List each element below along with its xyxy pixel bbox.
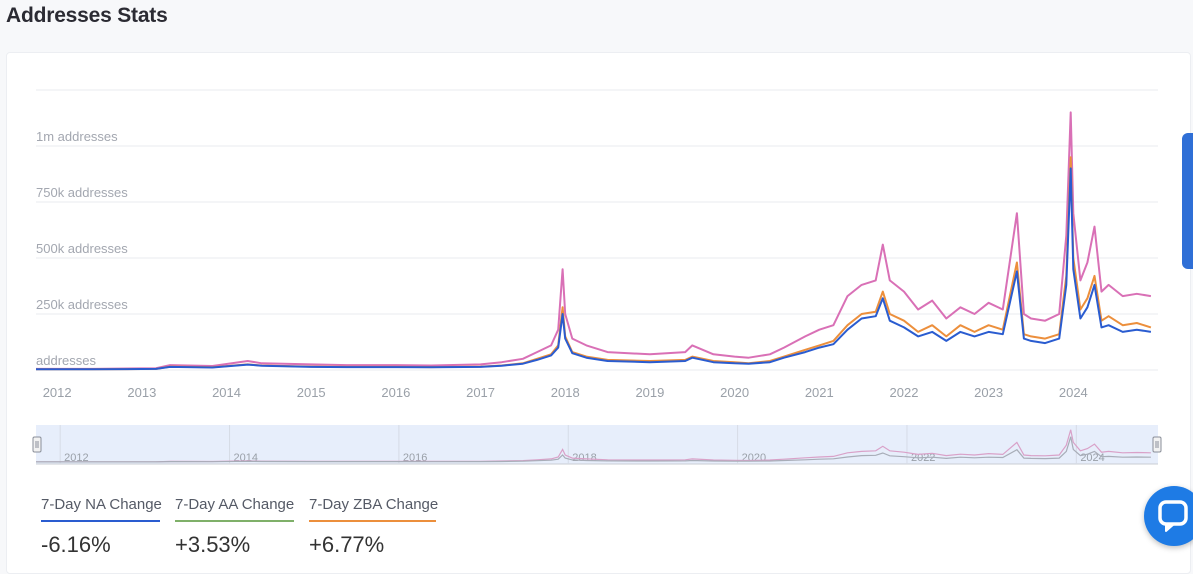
series-line-zba xyxy=(36,156,1152,371)
stat-zba-label: 7-Day ZBA Change xyxy=(309,496,439,513)
x-axis-labels: 2012 2013 2014 2015 2016 2017 2018 2019 2020 2021… xyxy=(43,385,1088,400)
chart-card xyxy=(6,52,1191,574)
y-axis-labels: addresses 250k addresses 500k addresses 750… xyxy=(36,129,128,368)
address-line-chart[interactable]: addresses 250k addresses 500k addresses 750… xyxy=(0,0,1193,561)
navigator-series-na xyxy=(36,436,1151,463)
navigator-tick-label: 2014 xyxy=(234,452,258,464)
y-tick-label: 1m addresses xyxy=(36,129,118,144)
y-tick-label: 500k addresses xyxy=(36,241,128,256)
stat-aa-label: 7-Day AA Change xyxy=(175,496,295,513)
x-tick-label: 2019 xyxy=(635,385,664,400)
x-tick-label: 2022 xyxy=(890,385,919,400)
x-tick-label: 2014 xyxy=(212,385,241,400)
chat-bubble-icon xyxy=(1158,500,1188,532)
stat-na-change: 7-Day NA Change -6.16% xyxy=(41,496,162,558)
stat-zba-bar xyxy=(309,520,436,522)
navigator-tick-label: 2024 xyxy=(1080,452,1104,464)
stat-zba-change: 7-Day ZBA Change +6.77% xyxy=(309,496,438,558)
x-tick-label: 2023 xyxy=(974,385,1003,400)
x-tick-label: 2017 xyxy=(466,385,495,400)
series-line-aa xyxy=(36,111,1152,370)
navigator-tick-label: 2012 xyxy=(64,452,88,464)
range-navigator[interactable]: 2012 2014 2016 2018 2020 2022 2024 xyxy=(32,425,1162,465)
x-tick-label: 2018 xyxy=(551,385,580,400)
chat-button[interactable] xyxy=(1144,486,1193,546)
series-lines xyxy=(36,111,1152,371)
x-tick-label: 2021 xyxy=(805,385,834,400)
page-title: Addresses Stats xyxy=(6,4,168,27)
stat-aa-change: 7-Day AA Change +3.53% xyxy=(175,496,294,558)
x-tick-label: 2020 xyxy=(720,385,749,400)
grid-lines xyxy=(36,89,1158,371)
y-tick-label: 750k addresses xyxy=(36,185,128,200)
side-feedback-tab[interactable] xyxy=(1182,133,1193,269)
navigator-tick-label: 2020 xyxy=(742,452,766,464)
navigator-left-handle[interactable] xyxy=(32,436,42,453)
series-line-na xyxy=(36,167,1152,371)
x-tick-label: 2015 xyxy=(297,385,326,400)
x-tick-label: 2016 xyxy=(381,385,410,400)
navigator-right-handle[interactable] xyxy=(1152,436,1162,453)
y-tick-label: addresses xyxy=(36,353,96,368)
x-tick-label: 2012 xyxy=(43,385,72,400)
x-tick-label: 2024 xyxy=(1059,385,1088,400)
y-tick-label: 250k addresses xyxy=(36,297,128,312)
x-tick-label: 2013 xyxy=(127,385,156,400)
stat-zba-value: +6.77% xyxy=(309,532,385,557)
stat-na-label: 7-Day NA Change xyxy=(41,496,162,513)
stat-na-bar xyxy=(41,520,160,522)
stat-na-value: -6.16% xyxy=(41,532,111,557)
stat-aa-bar xyxy=(175,520,294,522)
stat-aa-value: +3.53% xyxy=(175,532,251,557)
navigator-window xyxy=(36,425,1158,464)
